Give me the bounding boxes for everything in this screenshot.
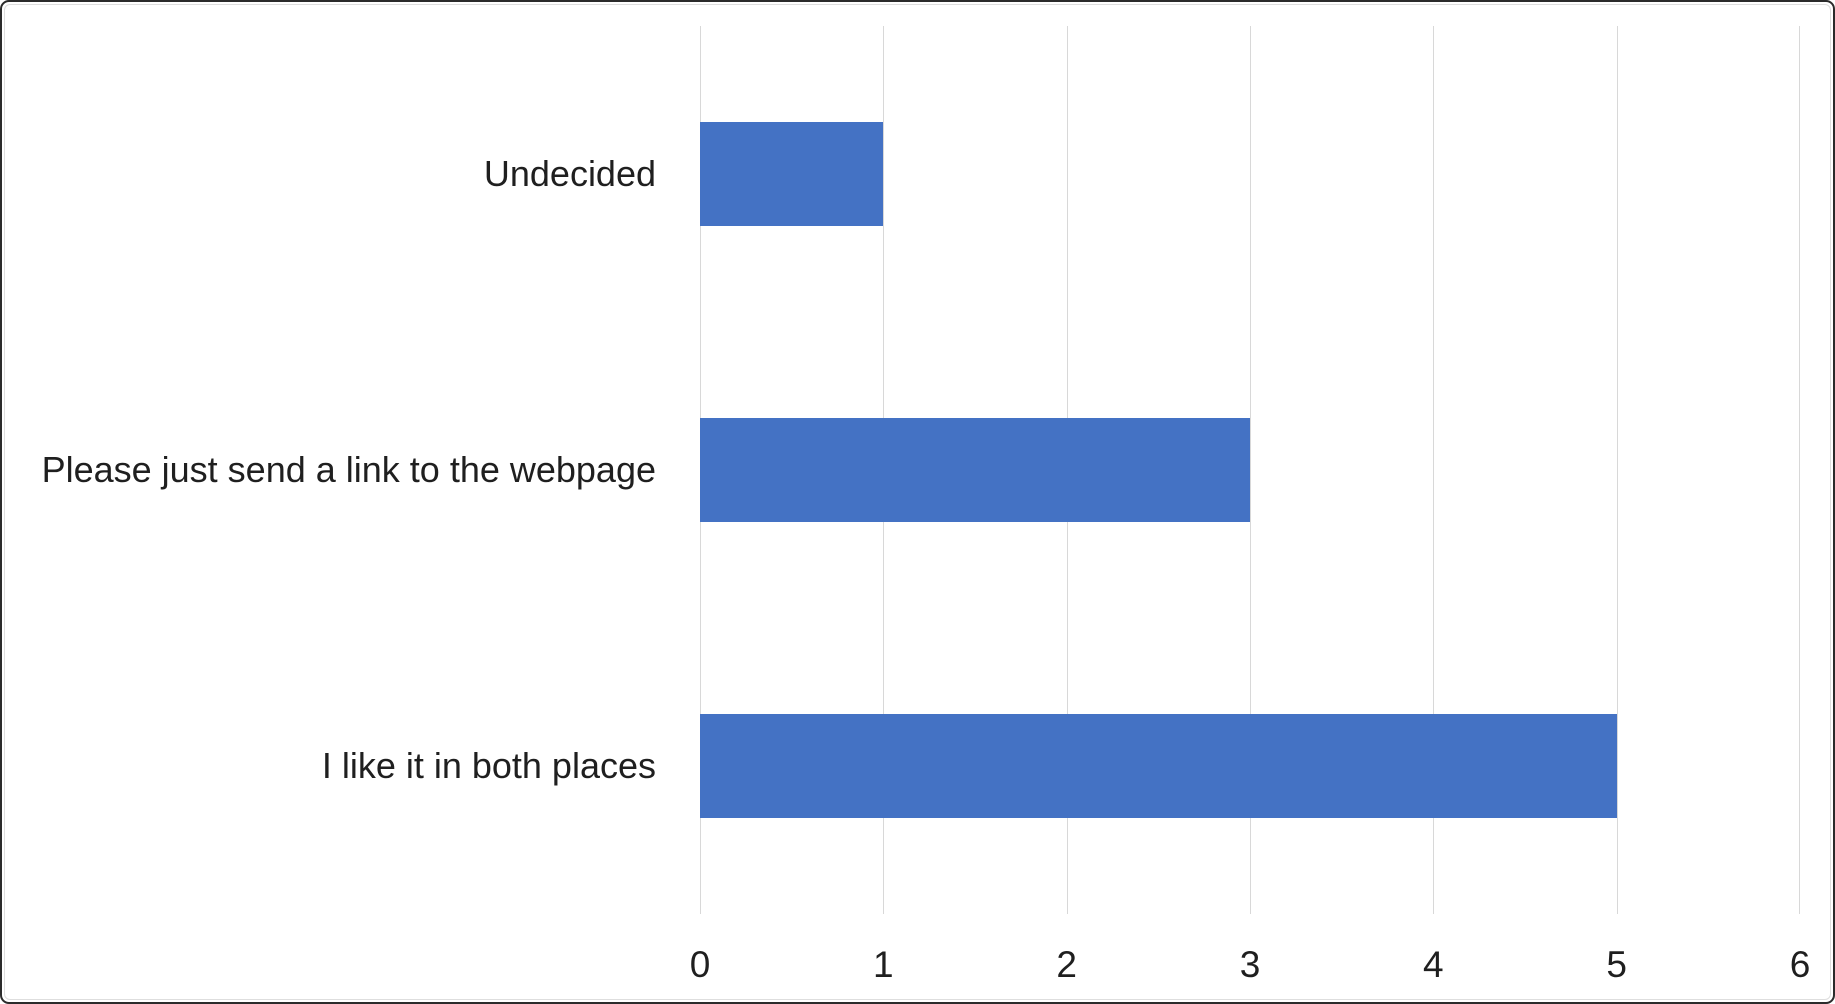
gridline [1799,26,1800,914]
bar [700,122,884,226]
x-tick-label: 3 [1239,944,1261,985]
x-tick-label: 2 [1056,944,1077,985]
category-label: Undecided [483,153,656,195]
category-label: Please just send a link to the webpage [41,449,656,491]
x-tick-label: 5 [1606,944,1627,985]
gridline [1250,26,1251,914]
x-tick-label: 4 [1423,944,1444,985]
category-label: I like it in both places [321,745,656,787]
x-tick-label: 6 [1789,944,1811,985]
gridline [1616,26,1618,914]
plot-area [700,26,1800,914]
bar [700,418,1250,522]
gridline [1433,26,1435,914]
bar [700,714,1617,818]
x-tick-label: 1 [873,944,894,985]
x-tick-label: 0 [689,944,711,985]
